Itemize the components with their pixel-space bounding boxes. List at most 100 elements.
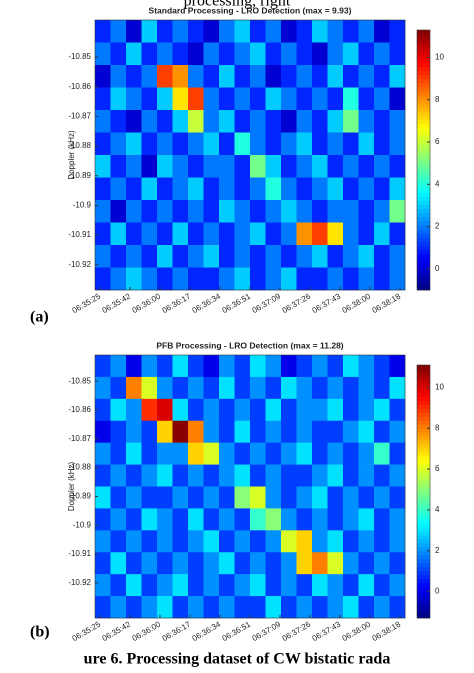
heatmap-cell xyxy=(172,177,189,201)
heatmap-cell xyxy=(374,596,390,619)
x-tick-label: 06:37:43 xyxy=(311,291,343,315)
colorbar-tick-label: 0 xyxy=(435,587,440,596)
heatmap-cell xyxy=(281,222,297,246)
heatmap-cell xyxy=(188,508,204,531)
heatmap-cell xyxy=(250,442,266,465)
x-tick-label: 06:36:17 xyxy=(161,619,193,643)
heatmap-cell xyxy=(157,177,173,201)
colorbar-swatch xyxy=(417,467,430,473)
heatmap-cell xyxy=(188,596,204,619)
heatmap-cell xyxy=(343,155,359,178)
heatmap-cell xyxy=(172,155,189,178)
heatmap-cell xyxy=(327,177,344,201)
heatmap-cell xyxy=(265,442,282,465)
heatmap-cell xyxy=(358,110,375,133)
colorbar-swatch xyxy=(417,408,430,413)
colorbar-swatch xyxy=(417,229,430,234)
heatmap-cell xyxy=(95,530,111,553)
heatmap-cell xyxy=(281,87,297,111)
y-tick-label: -10.89 xyxy=(68,171,91,180)
y-tick-label: -10.85 xyxy=(68,52,91,61)
heatmap-cell xyxy=(374,376,390,400)
heatmap-cell xyxy=(95,65,111,88)
heatmap-cell xyxy=(250,398,266,422)
heatmap-cell xyxy=(327,155,344,178)
x-tick-label: 06:37:26 xyxy=(281,291,313,315)
heatmap-cell xyxy=(219,464,235,487)
heatmap-cell xyxy=(234,486,251,509)
heatmap-cell xyxy=(296,376,313,400)
heatmap-cell xyxy=(157,486,173,509)
heatmap-cell xyxy=(95,442,111,465)
heatmap-cell xyxy=(312,552,328,575)
heatmap-cell xyxy=(110,530,127,553)
heatmap-cell xyxy=(141,267,158,291)
colorbar-swatch xyxy=(417,107,430,112)
heatmap-cell xyxy=(141,355,158,378)
heatmap-cell xyxy=(219,574,235,597)
colorbar-swatch xyxy=(417,614,430,619)
heatmap-cell xyxy=(157,20,173,43)
heatmap-cell xyxy=(374,530,390,553)
colorbar-swatch xyxy=(417,424,430,429)
colorbar-tick-label: 2 xyxy=(435,546,440,555)
heatmap-cell xyxy=(203,398,220,422)
colorbar-swatch xyxy=(417,550,430,556)
heatmap-cell xyxy=(234,596,251,619)
colorbar-frame xyxy=(416,29,431,291)
heatmap-cell xyxy=(203,177,220,201)
heatmap-cell xyxy=(141,110,158,133)
heatmap-cell xyxy=(343,552,359,575)
heatmap-cell xyxy=(219,552,235,575)
heatmap-cell xyxy=(281,355,297,378)
heatmap-cell xyxy=(265,245,282,268)
heatmap-cell xyxy=(219,442,235,465)
heatmap-cell xyxy=(126,398,142,422)
heatmap-cell xyxy=(110,110,127,133)
heatmap-cell xyxy=(327,420,344,443)
heatmap-cell xyxy=(281,177,297,201)
y-tick-label: -10.92 xyxy=(68,260,91,269)
heatmap-cell xyxy=(157,200,173,223)
colorbar-swatch xyxy=(417,404,430,409)
heatmap-cell xyxy=(234,398,251,422)
heatmap-cell xyxy=(188,245,204,268)
heatmap-cell xyxy=(296,355,313,378)
heatmap-cell xyxy=(374,398,390,422)
heatmap-cell xyxy=(312,486,328,509)
heatmap-cell xyxy=(265,486,282,509)
colorbar-tick-label: 0 xyxy=(435,264,440,273)
heatmap-cell xyxy=(358,20,375,43)
heatmap-cell xyxy=(219,42,235,66)
heatmap-cell xyxy=(157,65,173,88)
heatmap-cell xyxy=(126,222,142,246)
heatmap-cell xyxy=(374,355,390,378)
colorbar-swatch xyxy=(417,590,430,595)
colorbar-swatch xyxy=(417,440,430,445)
heatmap-cell xyxy=(141,200,158,223)
colorbar-swatch xyxy=(417,103,430,108)
heatmap-cell xyxy=(188,486,204,509)
heatmap-cell xyxy=(203,245,220,268)
colorbar-swatch xyxy=(417,160,430,165)
heatmap-cell xyxy=(110,132,127,156)
heatmap-cell xyxy=(172,222,189,246)
heatmap-cell xyxy=(343,87,359,111)
heatmap-cell xyxy=(203,574,220,597)
colorbar-swatch xyxy=(417,412,430,417)
heatmap-cell xyxy=(95,420,111,443)
heatmap-cell xyxy=(343,376,359,400)
heatmap-cell xyxy=(312,530,328,553)
colorbar-swatch xyxy=(417,216,430,222)
heatmap-cell xyxy=(157,132,173,156)
colorbar-swatch xyxy=(417,523,430,528)
colorbar-swatch xyxy=(417,376,430,382)
heatmap-cell xyxy=(234,420,251,443)
heatmap-cell xyxy=(389,420,406,443)
heatmap-cell xyxy=(281,552,297,575)
heatmap-cell xyxy=(281,508,297,531)
heatmap-cell xyxy=(343,132,359,156)
heatmap-cell xyxy=(343,574,359,597)
heatmap-cell xyxy=(172,376,189,400)
heatmap-cell xyxy=(327,574,344,597)
